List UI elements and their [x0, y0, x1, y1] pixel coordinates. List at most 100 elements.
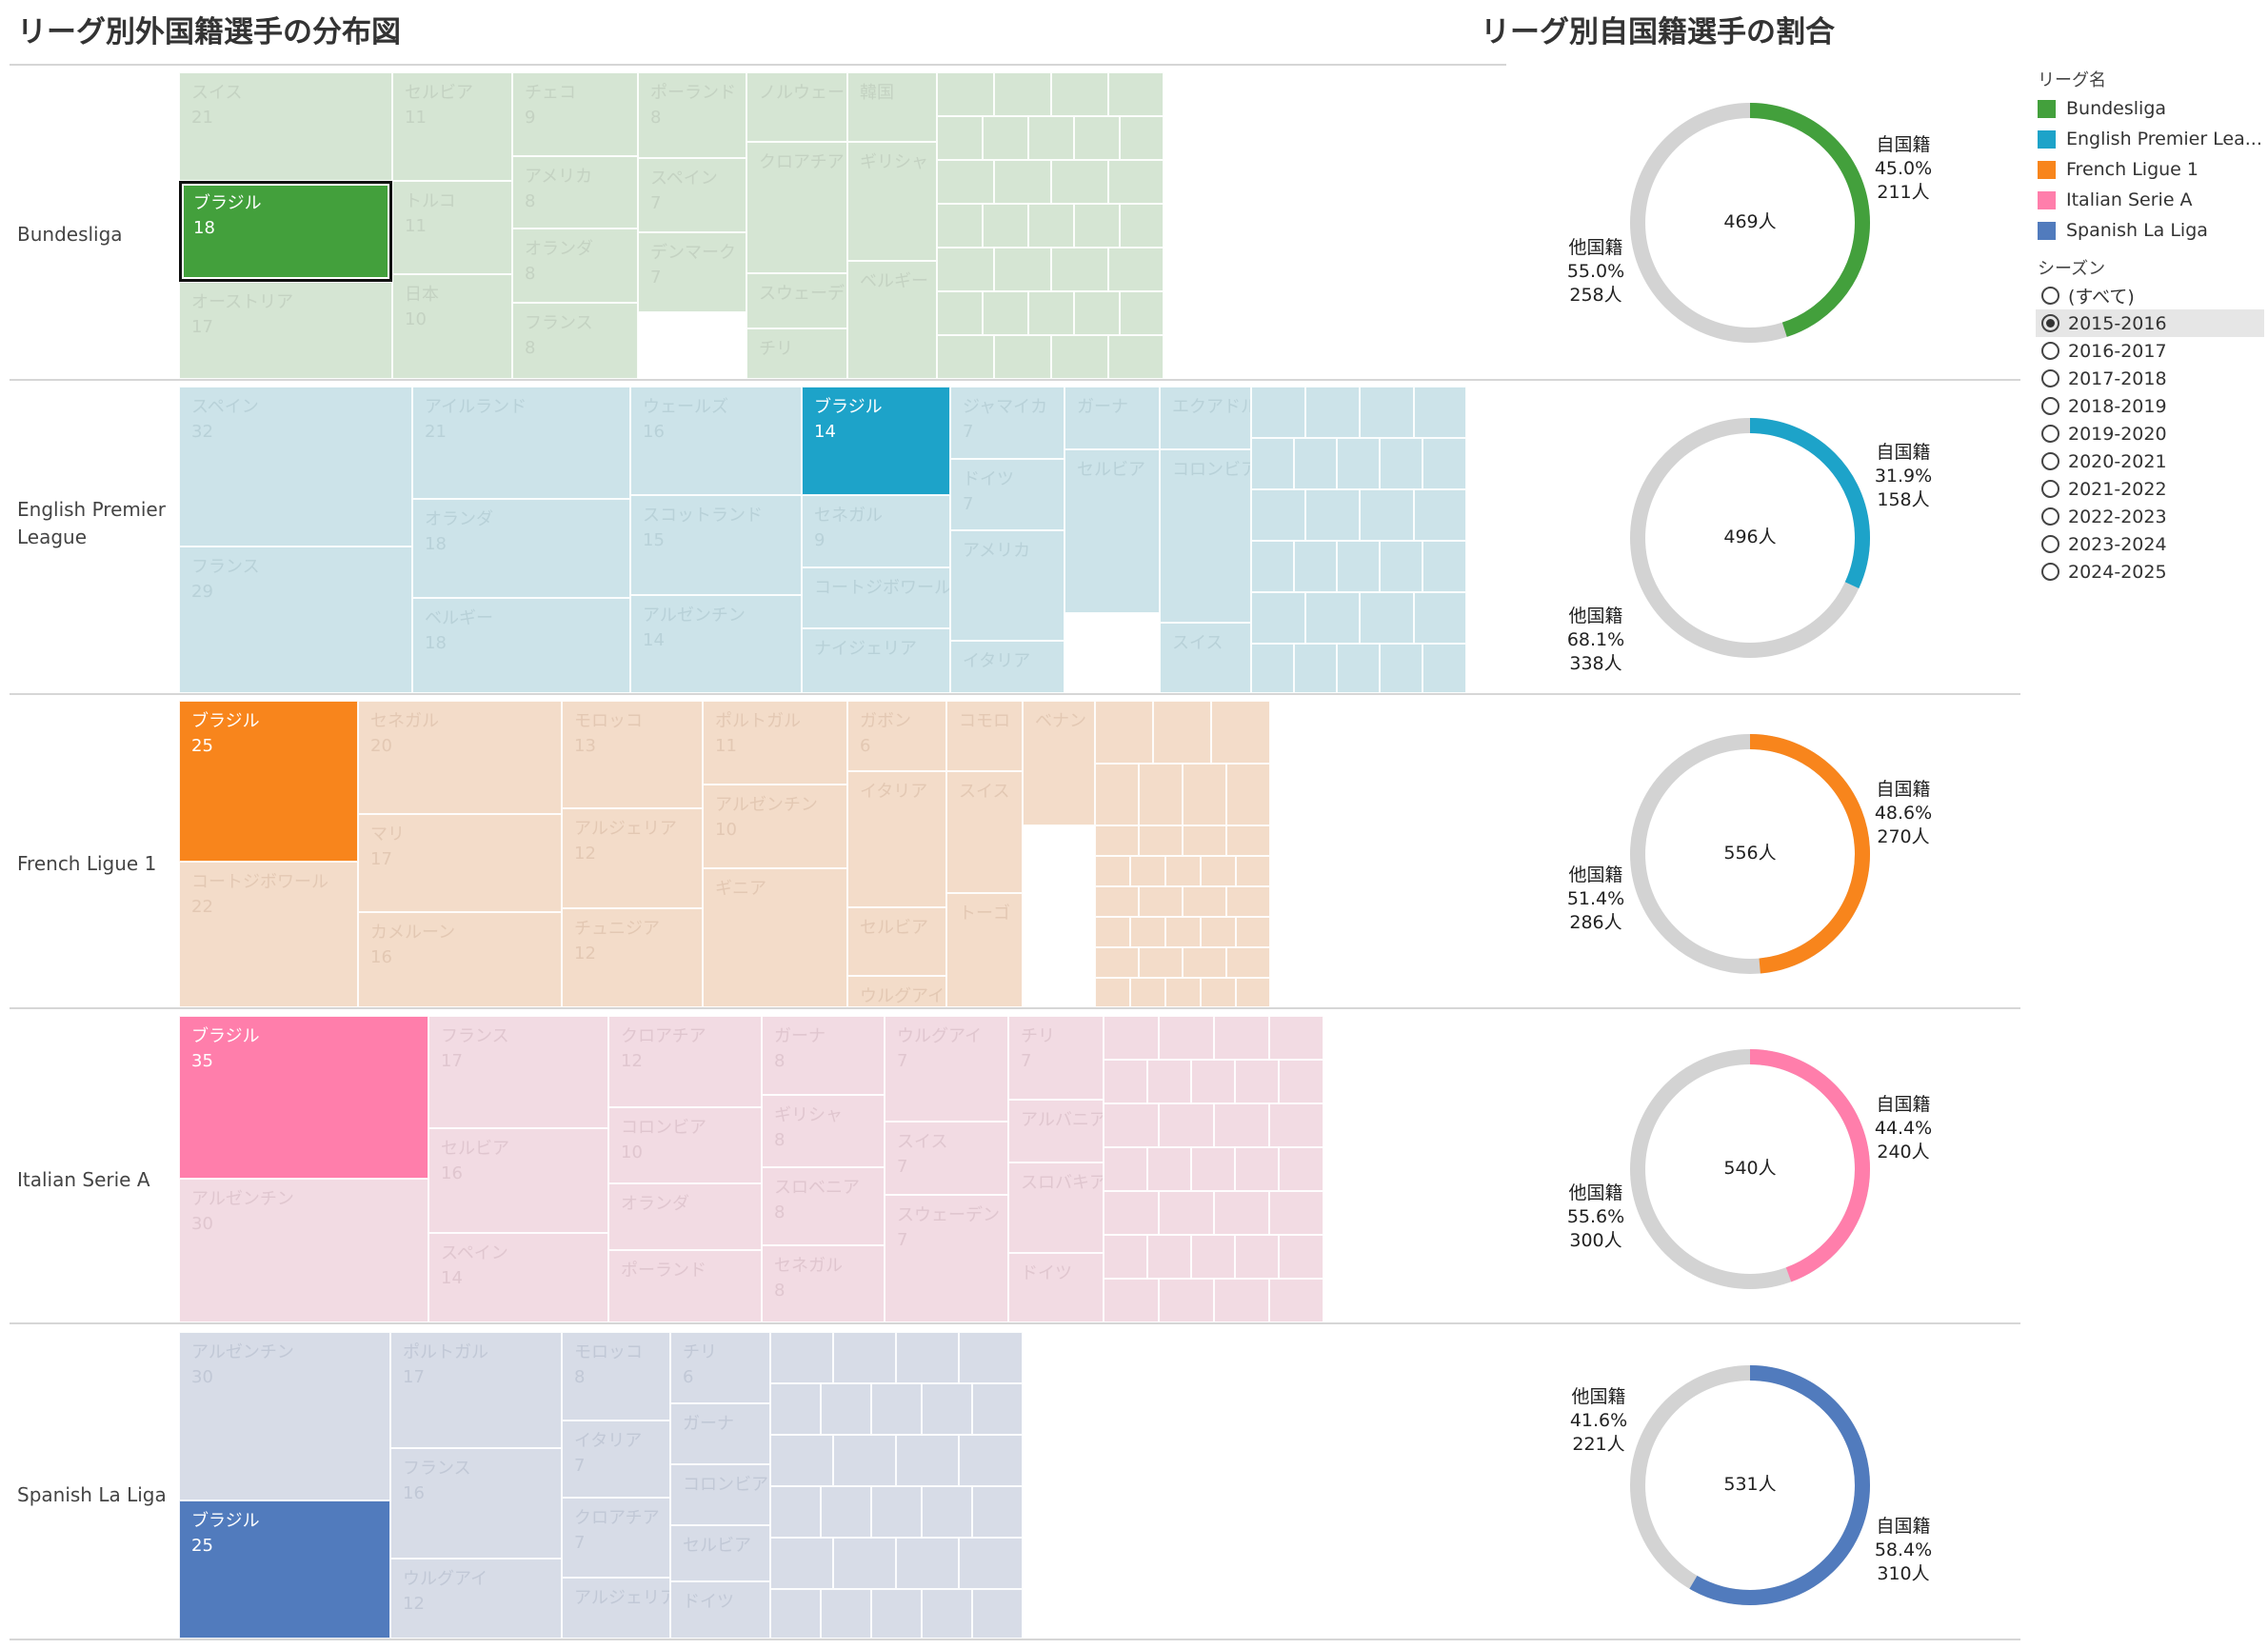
treemap-cell-small[interactable]: [959, 1332, 1023, 1383]
treemap-cell[interactable]: スイス: [1160, 623, 1251, 693]
treemap-cell-small[interactable]: [937, 116, 983, 160]
treemap-cell-small[interactable]: [1095, 856, 1130, 886]
treemap-cell[interactable]: デンマーク 7: [638, 232, 746, 312]
treemap-cell[interactable]: スロベニア 8: [762, 1167, 885, 1245]
treemap-cell-small[interactable]: [1159, 1016, 1214, 1060]
treemap-cell[interactable]: ポルトガル 11: [703, 701, 847, 785]
treemap-cell[interactable]: 韓国: [847, 72, 937, 142]
treemap-cell[interactable]: ガーナ: [1064, 387, 1160, 449]
treemap-cell-small[interactable]: [1191, 1147, 1235, 1191]
treemap-cell-small[interactable]: [1095, 701, 1153, 764]
treemap-cell-small[interactable]: [922, 1383, 972, 1435]
treemap-cell-small[interactable]: [1095, 978, 1130, 1007]
treemap-cell-small[interactable]: [937, 335, 994, 379]
treemap-cell[interactable]: チュニジア 12: [562, 908, 703, 1007]
treemap-cell-small[interactable]: [1337, 541, 1380, 592]
treemap-cell-small[interactable]: [1305, 387, 1360, 438]
treemap-cell[interactable]: スペイン 32: [179, 387, 412, 546]
treemap-cell[interactable]: 日本 10: [392, 274, 512, 379]
treemap-cell[interactable]: スイス 21: [179, 72, 392, 181]
treemap-cell[interactable]: オーストリア 17: [179, 282, 392, 379]
radio-selected-icon[interactable]: [2041, 314, 2059, 332]
treemap-cell-small[interactable]: [1337, 644, 1380, 693]
treemap-cell[interactable]: ドイツ 7: [950, 459, 1064, 530]
treemap-cell-small[interactable]: [1211, 701, 1270, 764]
treemap-cell-small[interactable]: [1028, 116, 1074, 160]
season-option[interactable]: 2020-2021: [2036, 447, 2264, 475]
treemap-cell-small[interactable]: [1294, 541, 1337, 592]
treemap-cell[interactable]: コートジボワール 22: [179, 862, 358, 1007]
treemap-cell[interactable]: ウルグアイ 7: [885, 1016, 1008, 1122]
treemap-cell-small[interactable]: [1279, 1060, 1323, 1103]
treemap-cell[interactable]: ガーナ 8: [762, 1016, 885, 1095]
treemap-cell-small[interactable]: [871, 1589, 922, 1639]
treemap-cell[interactable]: カメルーン 16: [358, 912, 562, 1007]
treemap-cell-small[interactable]: [1139, 947, 1183, 978]
treemap-cell-small[interactable]: [1414, 387, 1466, 438]
treemap-cell[interactable]: アルバニア: [1008, 1100, 1104, 1162]
treemap-cell-small[interactable]: [1251, 387, 1305, 438]
treemap-cell-small[interactable]: [1236, 856, 1270, 886]
treemap-cell[interactable]: ベナン: [1023, 701, 1095, 825]
treemap-cell-small[interactable]: [1235, 1147, 1279, 1191]
treemap-cell-small[interactable]: [770, 1435, 833, 1486]
treemap-cell[interactable]: トーゴ: [946, 893, 1023, 1007]
treemap-cell-small[interactable]: [1051, 335, 1108, 379]
treemap-cell-small[interactable]: [994, 248, 1051, 291]
treemap-cell[interactable]: ポーランド 8: [638, 72, 746, 158]
season-option[interactable]: 2023-2024: [2036, 530, 2264, 558]
treemap-cell[interactable]: チリ 6: [670, 1332, 770, 1403]
treemap-cell-small[interactable]: [1147, 1147, 1191, 1191]
treemap-cell-small[interactable]: [1104, 1191, 1159, 1235]
treemap-cell[interactable]: コロンビア 10: [608, 1107, 762, 1183]
treemap-cell-small[interactable]: [1360, 387, 1414, 438]
treemap-cell[interactable]: コロンビア: [670, 1464, 770, 1525]
treemap-cell-small[interactable]: [1104, 1147, 1147, 1191]
treemap-cell-small[interactable]: [1360, 592, 1414, 644]
treemap-cell-small[interactable]: [1095, 947, 1139, 978]
treemap-cell-small[interactable]: [1147, 1060, 1191, 1103]
treemap-cell[interactable]: イタリア: [950, 641, 1064, 693]
treemap-cell-small[interactable]: [821, 1486, 871, 1538]
treemap-cell[interactable]: イタリア 7: [562, 1421, 670, 1498]
season-option[interactable]: 2016-2017: [2036, 337, 2264, 365]
treemap-cell-small[interactable]: [1183, 947, 1226, 978]
treemap-cell[interactable]: ベルギー 18: [412, 598, 630, 693]
treemap-cell-small[interactable]: [1074, 291, 1120, 335]
treemap-cell-small[interactable]: [1183, 886, 1226, 917]
treemap-cell-small[interactable]: [1422, 541, 1466, 592]
treemap-cell-small[interactable]: [896, 1435, 959, 1486]
treemap-cell[interactable]: アメリカ 8: [512, 156, 638, 228]
treemap-cell[interactable]: コートジボワール: [802, 567, 950, 628]
season-option[interactable]: 2022-2023: [2036, 503, 2264, 530]
treemap-cell-small[interactable]: [1236, 978, 1270, 1007]
treemap-cell-small[interactable]: [833, 1538, 896, 1589]
treemap-cell-small[interactable]: [1305, 592, 1360, 644]
legend-item[interactable]: French Ligue 1: [2038, 156, 2198, 183]
treemap-cell[interactable]: フランス 17: [428, 1016, 608, 1128]
treemap-cell[interactable]: チェコ 9: [512, 72, 638, 156]
treemap-cell-small[interactable]: [1294, 438, 1337, 489]
radio-icon[interactable]: [2041, 342, 2059, 360]
treemap-cell-small[interactable]: [1074, 116, 1120, 160]
treemap-cell-small[interactable]: [1251, 644, 1294, 693]
treemap-cell-small[interactable]: [1251, 592, 1305, 644]
treemap-cell-small[interactable]: [1108, 160, 1164, 204]
treemap-cell-small[interactable]: [896, 1332, 959, 1383]
treemap-cell-small[interactable]: [1074, 204, 1120, 248]
treemap-cell[interactable]: イタリア: [847, 771, 946, 907]
treemap-cell-small[interactable]: [1251, 438, 1294, 489]
treemap-cell-small[interactable]: [1201, 917, 1236, 947]
treemap-cell-small[interactable]: [1130, 978, 1165, 1007]
treemap-cell[interactable]: アイルランド 21: [412, 387, 630, 499]
legend-item[interactable]: Spanish La Liga: [2038, 217, 2208, 244]
treemap-cell[interactable]: ブラジル 14: [802, 387, 950, 495]
treemap-cell-small[interactable]: [1235, 1235, 1279, 1279]
treemap-cell-small[interactable]: [1051, 72, 1108, 116]
radio-icon[interactable]: [2041, 563, 2059, 581]
season-option[interactable]: 2019-2020: [2036, 420, 2264, 447]
treemap-cell-small[interactable]: [1422, 438, 1466, 489]
treemap-cell[interactable]: ナイジェリア: [802, 628, 950, 693]
treemap-cell[interactable]: コロンビア: [1160, 449, 1251, 623]
treemap-cell[interactable]: セルビア 11: [392, 72, 512, 181]
